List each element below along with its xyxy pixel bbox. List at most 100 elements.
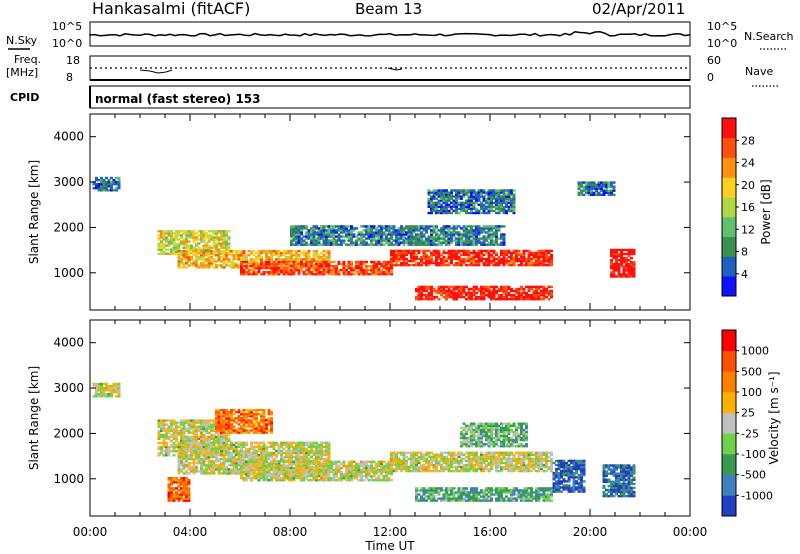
data-cell	[212, 472, 216, 475]
data-cell	[292, 451, 296, 455]
data-cell	[460, 205, 463, 208]
data-cell	[350, 468, 353, 472]
data-cell	[177, 447, 181, 451]
data-cell	[492, 293, 496, 297]
data-cell	[420, 235, 423, 238]
data-cell	[542, 257, 546, 261]
data-cell	[190, 435, 193, 439]
data-cell	[437, 257, 441, 261]
data-cell	[392, 243, 396, 246]
data-cell	[477, 298, 481, 301]
data-cell	[457, 225, 461, 228]
data-cell	[452, 285, 456, 289]
data-cell	[435, 239, 438, 242]
data-cell	[457, 231, 461, 234]
data-cell	[502, 289, 506, 293]
data-cell	[105, 386, 108, 390]
data-cell	[627, 263, 631, 266]
data-cell	[427, 193, 431, 196]
data-cell	[260, 256, 263, 259]
data-cell	[192, 234, 196, 237]
data-cell	[185, 441, 188, 444]
data-cell	[225, 251, 228, 255]
data-cell	[195, 449, 198, 453]
data-cell	[505, 257, 508, 261]
data-cell	[410, 227, 413, 230]
data-cell	[185, 234, 188, 237]
data-cell	[212, 258, 216, 261]
data-cell	[265, 472, 268, 476]
data-cell	[432, 209, 436, 213]
data-cell	[395, 255, 398, 259]
data-cell	[272, 451, 276, 455]
data-cell	[257, 453, 261, 457]
data-cell	[207, 445, 211, 449]
data-cell	[330, 477, 333, 480]
data-cell	[167, 252, 171, 255]
data-cell	[537, 293, 541, 297]
data-cell	[117, 389, 121, 392]
data-cell	[312, 453, 316, 457]
data-cell	[265, 460, 268, 463]
data-cell	[230, 445, 233, 449]
data-cell	[377, 225, 381, 228]
data-cell	[307, 264, 311, 268]
date-label: 02/Apr/2011	[592, 0, 685, 18]
data-cell	[302, 258, 306, 261]
data-cell	[210, 234, 213, 237]
data-cell	[360, 464, 363, 468]
data-cell	[465, 191, 468, 194]
data-cell	[387, 227, 391, 230]
data-cell	[295, 231, 298, 234]
data-cell	[277, 474, 281, 478]
data-cell	[467, 225, 471, 228]
data-cell	[347, 466, 351, 470]
data-cell	[255, 462, 258, 465]
data-cell	[247, 262, 251, 265]
data-cell	[275, 449, 278, 453]
data-cell	[295, 235, 298, 238]
data-cell	[315, 227, 318, 230]
data-cell	[477, 233, 481, 236]
data-cell	[500, 195, 503, 198]
data-cell	[160, 250, 163, 253]
data-cell	[292, 262, 296, 266]
data-cell	[445, 227, 448, 230]
data-cell	[340, 462, 343, 466]
data-cell	[297, 227, 301, 230]
data-cell	[305, 273, 308, 276]
data-cell	[430, 199, 433, 202]
data-cell	[182, 238, 186, 241]
data-cell	[182, 423, 186, 426]
data-cell	[532, 285, 536, 289]
data-cell	[332, 231, 336, 234]
data-cell	[267, 256, 271, 259]
data-cell	[202, 462, 206, 465]
data-cell	[222, 244, 226, 247]
data-cell	[265, 466, 268, 469]
data-cell	[457, 203, 461, 206]
data-cell	[317, 262, 321, 266]
data-cell	[217, 470, 221, 473]
data-cell	[352, 243, 356, 246]
data-cell	[280, 441, 283, 444]
data-cell	[362, 225, 366, 228]
data-cell	[115, 384, 118, 388]
data-cell	[225, 264, 228, 267]
data-cell	[300, 468, 303, 472]
data-cell	[442, 261, 446, 265]
data-cell	[367, 229, 371, 232]
data-cell	[335, 266, 338, 270]
data-cell	[617, 273, 621, 276]
data-cell	[435, 197, 438, 200]
data-cell	[462, 289, 466, 293]
data-cell	[447, 235, 451, 238]
data-cell	[207, 248, 211, 251]
data-cell	[185, 449, 188, 453]
data-cell	[302, 266, 306, 269]
data-cell	[375, 264, 378, 268]
data-cell	[180, 260, 183, 263]
data-cell	[515, 257, 518, 261]
data-cell	[205, 254, 208, 257]
data-cell	[297, 237, 301, 240]
